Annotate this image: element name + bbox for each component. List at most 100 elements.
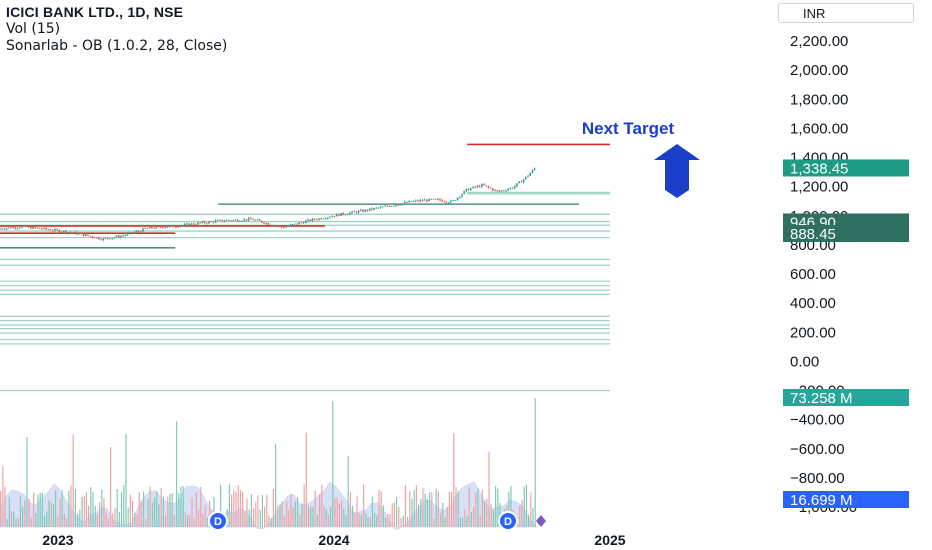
- candle-body: [410, 201, 413, 202]
- candle-body: [219, 219, 221, 221]
- volume-bar: [103, 498, 105, 527]
- y-tick-label: 2,200.00: [790, 33, 848, 50]
- candle-body: [300, 222, 303, 224]
- volume-bar: [15, 518, 17, 527]
- candle-body: [393, 205, 395, 207]
- candle-body: [203, 221, 206, 223]
- volume-bar: [279, 504, 281, 527]
- candle-body: [525, 176, 527, 180]
- volume-bar: [398, 506, 400, 527]
- candle-body: [188, 223, 190, 226]
- candle-body: [329, 217, 331, 218]
- candle-body: [56, 229, 58, 230]
- volume-bar: [134, 512, 136, 527]
- candle-body: [470, 188, 472, 191]
- volume-bar: [8, 496, 10, 527]
- event-diamond-icon[interactable]: [536, 515, 546, 527]
- candle-body: [289, 224, 292, 226]
- candle-body: [520, 181, 523, 183]
- candle-body: [327, 217, 329, 219]
- x-tick-label: 2024: [318, 532, 349, 548]
- volume-bar: [415, 485, 417, 527]
- candle-body: [450, 200, 452, 203]
- candle-body: [397, 204, 399, 206]
- volume-bar: [156, 491, 158, 527]
- volume-bar: [462, 517, 464, 527]
- candle-body: [285, 226, 287, 228]
- candle-body: [351, 211, 353, 213]
- symbol-title[interactable]: ICICI BANK LTD., 1D, NSE: [6, 4, 184, 20]
- volume-bar: [105, 512, 107, 527]
- volume-bar: [151, 502, 153, 527]
- candle-body: [408, 201, 410, 203]
- volume-bar: [356, 496, 358, 527]
- sonarlab-indicator-label[interactable]: Sonarlab - OB (1.0.2, 28, Close): [6, 38, 228, 54]
- candle-body: [316, 219, 318, 221]
- candle-body: [522, 179, 525, 183]
- volume-bar: [330, 506, 332, 527]
- price-tag: [783, 491, 909, 508]
- candle-body: [474, 186, 476, 188]
- candle-body: [76, 231, 78, 235]
- currency-label[interactable]: INR: [778, 3, 914, 23]
- volume-bar: [376, 515, 378, 527]
- candle-body: [195, 224, 197, 226]
- volume-bar: [101, 490, 103, 527]
- candle-body: [146, 228, 149, 230]
- candle-body: [175, 226, 177, 228]
- volume-bar: [468, 486, 470, 527]
- volume-bar: [200, 486, 202, 527]
- candle-body: [267, 222, 270, 225]
- volume-bar: [294, 501, 296, 527]
- volume-bar: [446, 506, 448, 527]
- volume-bar: [180, 486, 182, 527]
- candle-body: [137, 231, 140, 232]
- candle-body: [45, 227, 47, 230]
- candle-body: [278, 226, 281, 227]
- candle-body: [428, 198, 430, 202]
- volume-bar: [41, 493, 43, 527]
- time-axis: 2023 2024 2025: [42, 532, 625, 548]
- candle-body: [296, 223, 298, 225]
- volume-bar: [365, 513, 367, 527]
- volume-bar: [409, 491, 411, 527]
- candle-body: [14, 227, 17, 229]
- volume-bar: [171, 493, 173, 527]
- volume-bar: [74, 489, 76, 527]
- up-arrow-icon: [654, 144, 700, 198]
- volume-bar: [19, 495, 21, 527]
- candle-body: [234, 219, 237, 221]
- candle-body: [179, 225, 182, 227]
- dividend-badge[interactable]: [208, 511, 228, 531]
- candle-body: [3, 229, 6, 230]
- candle-body: [221, 219, 223, 222]
- candle-body: [34, 226, 36, 228]
- candle-body: [10, 227, 12, 229]
- volume-bar: [275, 443, 277, 527]
- volume-bar: [354, 512, 356, 527]
- volume-bar: [312, 506, 314, 527]
- volume-bar: [327, 514, 329, 527]
- volume-indicator-label[interactable]: Vol (15): [6, 21, 61, 37]
- candle-body: [91, 236, 94, 238]
- volume-bar: [259, 509, 261, 527]
- volume-bar: [261, 494, 263, 527]
- candle-body: [412, 201, 415, 202]
- volume-bar: [162, 496, 164, 527]
- volume-bar: [237, 485, 239, 527]
- candle-body: [357, 210, 360, 213]
- dividend-badge[interactable]: [498, 511, 518, 531]
- candle-body: [157, 226, 160, 228]
- volume-bar: [492, 509, 494, 527]
- candle-body: [509, 187, 512, 190]
- candle-body: [344, 214, 347, 216]
- candle-body: [71, 232, 74, 234]
- candle-body: [162, 227, 164, 229]
- volume-bar: [400, 517, 402, 527]
- volume-bar: [202, 513, 204, 527]
- volume-bar: [233, 490, 235, 527]
- candle-body: [313, 218, 316, 220]
- candle-body: [355, 211, 358, 213]
- volume-bar: [389, 513, 391, 527]
